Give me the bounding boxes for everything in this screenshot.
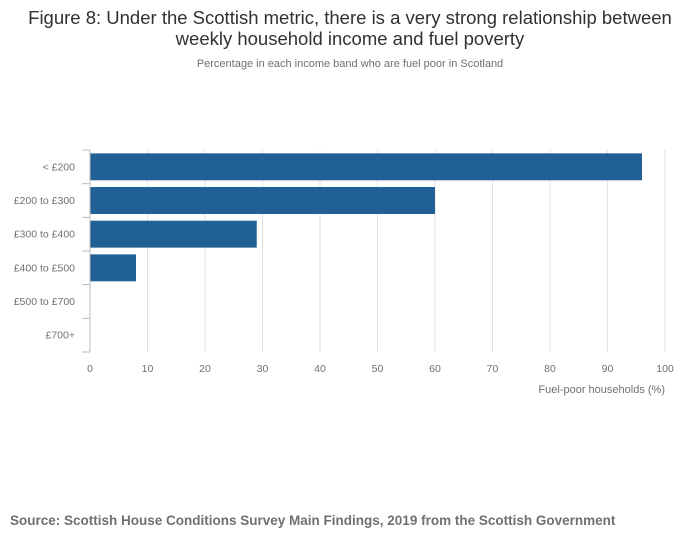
x-tick-label: 40 — [314, 363, 326, 375]
y-category-label: £500 to £700 — [14, 296, 75, 308]
source-note: Source: Scottish House Conditions Survey… — [10, 513, 615, 528]
y-category-label: £300 to £400 — [14, 229, 75, 241]
y-category-label: < £200 — [43, 161, 76, 173]
x-tick-label: 80 — [544, 363, 556, 375]
chart-subtitle: Percentage in each income band who are f… — [196, 58, 504, 70]
x-tick-label: 60 — [429, 363, 441, 375]
y-category-label: £700+ — [46, 330, 76, 342]
chart-title: Figure 8: Under the Scottish metric, the… — [28, 7, 672, 49]
axis-labels: 0 10 20 30 40 50 60 70 80 90 100 < £200 £200 to £300… — [14, 161, 674, 396]
x-tick-label: 50 — [372, 363, 384, 375]
bars — [90, 153, 642, 282]
y-category-label: £200 to £300 — [14, 195, 75, 207]
axes — [82, 149, 91, 353]
x-tick-label: 30 — [257, 363, 269, 375]
x-tick-label: 20 — [199, 363, 211, 375]
x-tick-label: 100 — [656, 363, 674, 375]
bar — [90, 220, 257, 248]
x-tick-label: 0 — [87, 363, 93, 375]
bar — [90, 187, 435, 214]
x-tick-label: 10 — [142, 363, 154, 375]
gridlines — [147, 150, 666, 352]
y-category-label: £400 to £500 — [14, 262, 75, 274]
x-tick-label: 70 — [487, 363, 499, 375]
source-label: Source: — [10, 513, 65, 528]
bar — [90, 153, 642, 181]
bar — [90, 254, 136, 282]
source-text: Scottish House Conditions Survey Main Fi… — [64, 513, 616, 528]
x-axis-title: Fuel-poor households (%) — [538, 384, 665, 396]
x-tick-label: 90 — [602, 363, 614, 375]
